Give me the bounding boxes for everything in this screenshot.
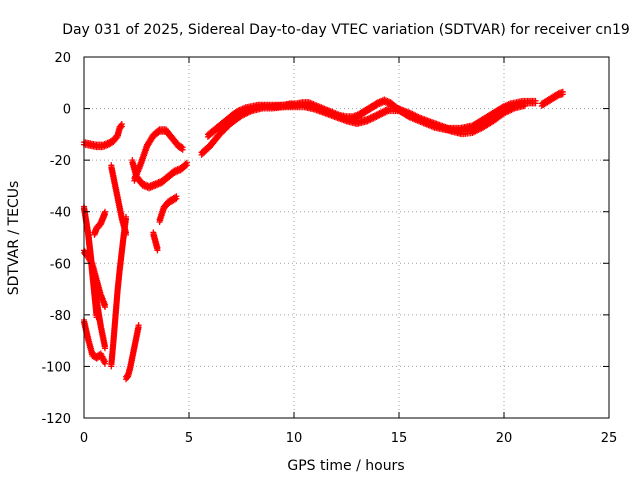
y-tick-label: -120 (41, 412, 71, 427)
data-point-marker (123, 216, 129, 223)
plot-frame (83, 56, 610, 419)
data-point-marker (522, 102, 528, 109)
series-arc-left-5 (85, 229, 100, 321)
series-arc-early-e (150, 229, 161, 254)
data-point-marker (117, 124, 124, 131)
series-arc-steep-3 (108, 213, 129, 370)
y-axis-title: SDTVAR / TECUs (6, 181, 22, 296)
grid (84, 57, 609, 418)
data-point-marker (102, 304, 108, 311)
x-axis-title: GPS time / hours (287, 458, 404, 474)
x-tick-label: 0 (80, 431, 88, 446)
series-arc-main-lower (198, 100, 528, 158)
x-tick-label: 15 (391, 431, 408, 446)
data-point-marker (154, 247, 161, 254)
data-point-marker (559, 91, 566, 98)
y-tick-label: -60 (50, 257, 71, 272)
y-tick-label: -40 (50, 206, 71, 221)
data-point-marker (179, 146, 186, 153)
data-point-marker (118, 123, 125, 130)
x-tick-label: 10 (286, 431, 303, 446)
data-point-marker (102, 360, 108, 367)
series-arc-left-3 (81, 317, 108, 367)
series-arc-tail (538, 88, 566, 109)
data-point-marker (173, 195, 180, 202)
axes: 0 5 10 15 20 25 -120 -100 -80 -60 -40 -20 0 20 (41, 51, 617, 446)
data-point-marker (183, 162, 190, 169)
data-point-marker (135, 324, 142, 331)
y-tick-label: -100 (41, 360, 71, 375)
x-tick-label: 20 (496, 431, 513, 446)
data-point-marker (93, 314, 100, 321)
series-arc-steep-2 (123, 322, 142, 383)
chart-title: Day 031 of 2025, Sidereal Day-to-day VTE… (62, 22, 630, 38)
data-point-marker (182, 163, 189, 170)
data-point-marker (155, 129, 162, 136)
y-tick-label: -80 (50, 309, 71, 324)
data-point-marker (102, 345, 108, 352)
y-tick-label: 0 (63, 103, 71, 118)
data-point-marker (532, 100, 539, 107)
x-tick-label: 5 (185, 431, 193, 446)
x-tick-label: 25 (601, 431, 618, 446)
y-tick-label: 20 (54, 51, 71, 66)
data-point-marker (102, 211, 108, 218)
series-arc-early-c (131, 126, 186, 184)
series-arc-early-a (81, 121, 125, 151)
data-points (81, 88, 566, 383)
series-arc-early-d (156, 193, 180, 225)
y-tick-label: -20 (50, 154, 71, 169)
series-arc-left-4 (91, 208, 108, 238)
